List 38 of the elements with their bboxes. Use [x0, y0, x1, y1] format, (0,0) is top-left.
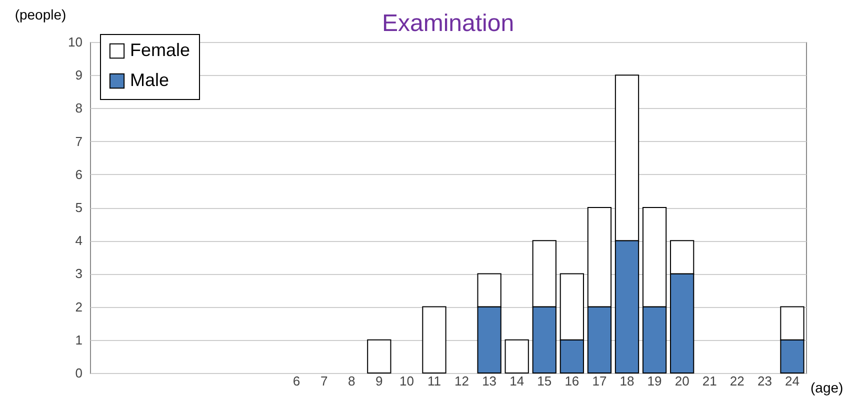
- x-tick-label: 22: [730, 374, 744, 388]
- x-tick-label: 10: [399, 374, 414, 388]
- bar: [367, 339, 392, 374]
- x-axis-title: (age): [810, 380, 844, 396]
- y-tick-label: 1: [75, 332, 82, 348]
- x-tick-label: 7: [320, 374, 328, 388]
- y-tick-label: 0: [75, 366, 82, 380]
- bar: [422, 306, 446, 374]
- y-axis-title: (people): [14, 6, 66, 22]
- x-tick-label: 19: [647, 374, 662, 388]
- x-tick-label: 8: [348, 374, 356, 388]
- x-tick-label: 16: [564, 374, 580, 388]
- y-tick-label: 5: [75, 200, 82, 215]
- x-tick-label: 13: [482, 374, 497, 388]
- y-tick-label: 7: [75, 134, 82, 149]
- y-tick-label: 2: [75, 299, 82, 314]
- bar: [504, 339, 529, 374]
- y-tick-label: 8: [75, 100, 82, 116]
- x-tick-label: 21: [702, 374, 717, 388]
- legend-label: Female: [130, 40, 190, 60]
- x-tick-label: 12: [454, 374, 470, 388]
- x-tick-label: 23: [757, 374, 772, 388]
- x-tick-label: 24: [784, 374, 800, 388]
- y-tick-label: 9: [75, 68, 82, 83]
- legend-label: Male: [130, 70, 170, 90]
- x-tick-label: 9: [376, 374, 383, 388]
- x-tick-label: 20: [674, 374, 690, 388]
- x-tick-label: 17: [592, 374, 607, 388]
- x-tick-label: 6: [292, 374, 300, 388]
- x-tick-label: 15: [537, 374, 552, 388]
- chart-title: Examination: [382, 10, 514, 37]
- x-tick-label: 14: [510, 374, 524, 388]
- y-tick-label: 3: [75, 266, 82, 282]
- y-tick-label: 10: [68, 34, 82, 50]
- x-tick-label: 18: [620, 374, 634, 388]
- x-tick-label: 11: [427, 374, 441, 388]
- y-tick-label: 6: [75, 166, 82, 182]
- y-tick-label: 4: [75, 233, 82, 248]
